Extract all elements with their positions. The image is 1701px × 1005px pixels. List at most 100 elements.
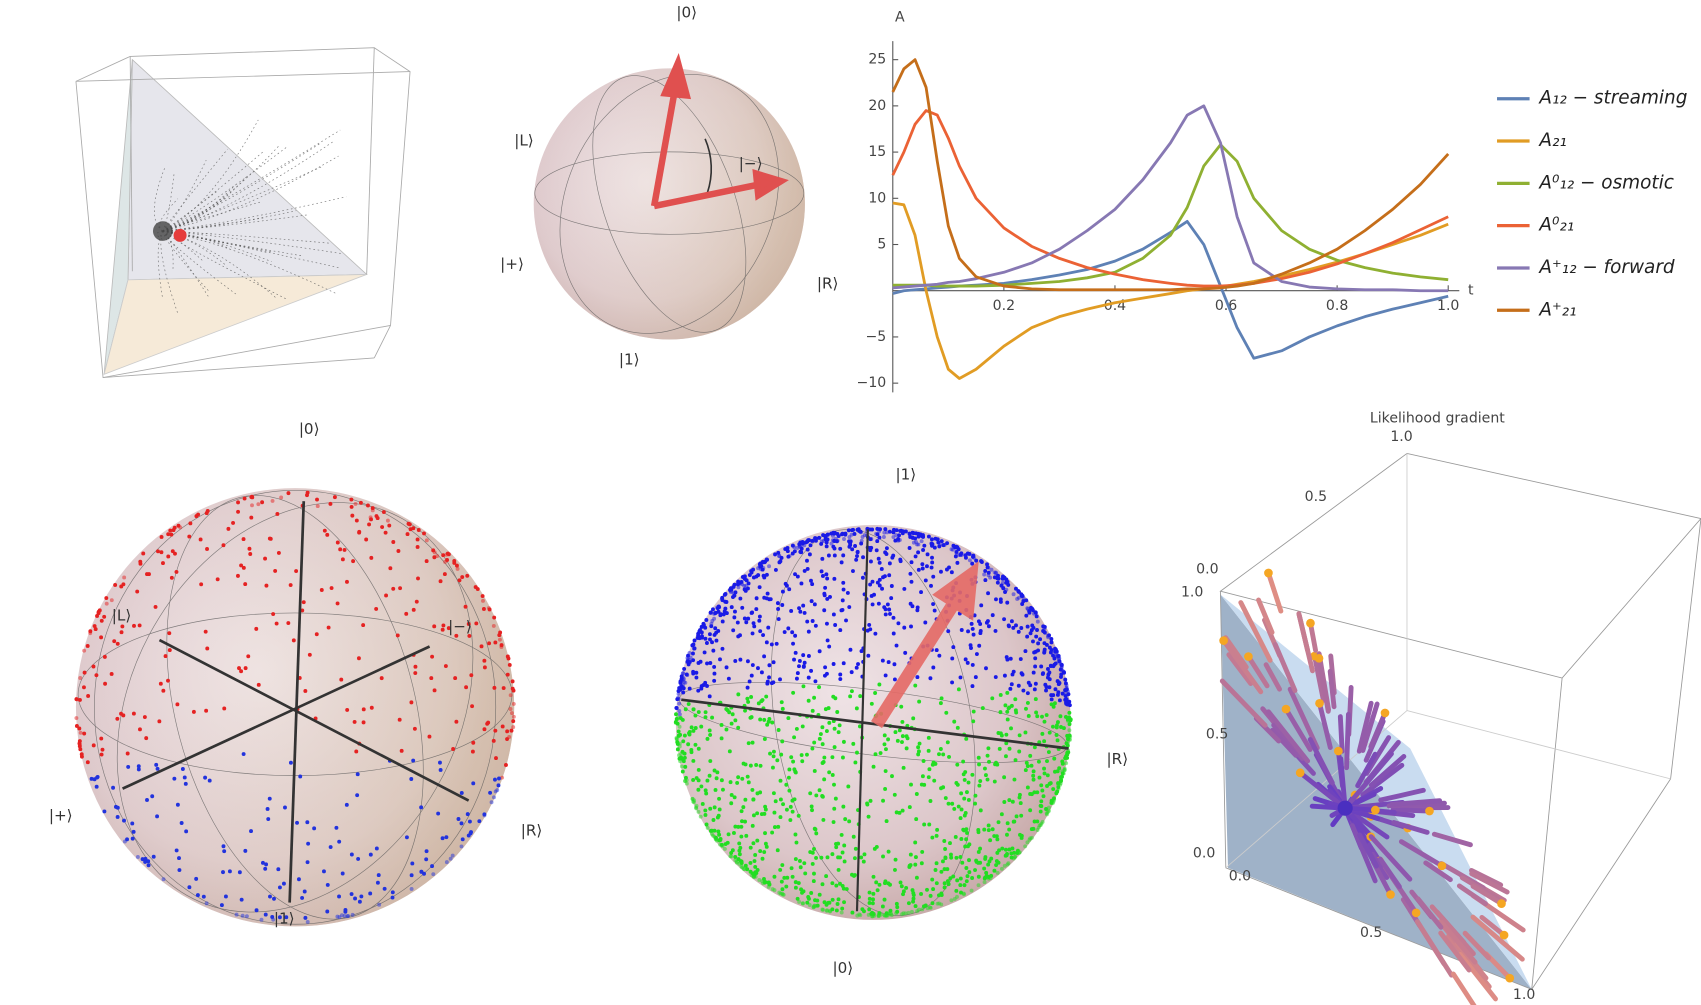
sample-dot [167,648,172,653]
sample-dot [760,856,765,861]
sample-dot [111,785,116,790]
sample-dot [812,695,817,700]
sample-dot [361,720,366,725]
sample-dot [99,635,104,640]
sample-dot [810,582,815,587]
sample-dot [850,547,855,552]
tick-label: 0.5 [1206,726,1228,742]
sample-dot [470,704,475,709]
sample-dot [945,879,950,883]
sample-dot [99,736,104,741]
sample-dot [871,897,875,902]
sample-dot [1045,784,1049,788]
sample-dot [82,670,87,675]
sample-dot [254,626,259,631]
sample-dot [791,690,796,695]
sample-dot [739,864,744,869]
sample-dot [889,913,894,918]
sample-dot [1040,714,1044,719]
sample-dot [1031,670,1036,675]
gradient-arrow [1308,620,1318,653]
arrow-head [1386,890,1395,899]
sample-dot [691,658,696,663]
sample-dot [322,869,326,874]
sample-dot [305,493,309,498]
sample-dot [1057,681,1062,686]
sample-dot [222,706,227,711]
sample-dot [841,587,846,592]
sample-dot [388,566,393,571]
sample-dot [1004,587,1009,592]
sample-dot [298,774,303,779]
sample-dot [1015,848,1020,853]
sample-dot [875,532,880,537]
sample-dot [810,539,815,543]
sample-dot [153,604,158,609]
sample-dot [786,775,791,780]
gradient-arrow [1368,834,1413,882]
sample-dot [265,807,270,811]
sample-dot [696,710,701,714]
sample-dot [876,556,881,561]
gradient-arrow [1307,737,1335,786]
sample-dot [788,804,793,809]
sample-dot [877,535,882,540]
sample-dot [889,596,894,601]
sample-dot [976,874,981,879]
sample-dot [703,710,708,715]
sample-dot [326,625,331,630]
sample-dot [830,755,835,760]
gradient-arrow [1431,831,1473,848]
sample-dot [242,496,247,501]
sample-dot [677,741,682,746]
sample-dot [764,572,769,577]
sample-dot [848,647,853,652]
sample-dot [908,852,913,857]
sample-dot [916,752,921,757]
sample-dot [810,861,815,866]
sample-dot [920,562,925,567]
sample-dot [756,666,760,671]
sample-dot [802,568,807,573]
sample-dot [349,892,354,897]
sample-dot [457,578,462,583]
sample-dot [996,820,1001,825]
sample-dot [1032,745,1037,750]
sample-dot [750,871,755,876]
sample-dot [778,815,783,820]
sample-dot [843,531,848,536]
sample-dot [824,544,829,549]
sample-dot [445,558,450,562]
sample-dot [707,728,712,733]
sample-dot [489,800,494,805]
sample-dot [450,853,455,858]
sample-dot [985,777,990,782]
sample-dot [1049,648,1054,652]
sample-dot [201,894,206,899]
sample-dot [511,725,516,730]
sample-dot [983,855,988,860]
sample-dot [765,679,770,684]
gradient-arrow [1271,722,1305,761]
sample-dot [312,826,317,831]
sample-dot [838,881,842,886]
sample-dot [951,645,956,650]
sample-dot [743,863,748,868]
sample-dot [847,819,852,824]
sample-dot [786,626,791,631]
gradient-arrow [1263,662,1282,692]
sample-dot [349,852,354,857]
sample-dot [856,662,860,666]
sample-dot [955,878,960,883]
sample-dot [805,547,810,552]
sample-dot [82,731,87,736]
gradient-arrow [1317,700,1333,750]
sample-dot [1019,671,1024,676]
gradient-arrow [1266,570,1284,614]
sample-dot [797,658,802,663]
sample-dot [817,736,822,741]
gradient-arrow [1272,642,1298,694]
sample-dot [819,541,824,546]
sample-dot [203,775,208,780]
sample-dot [482,813,487,818]
